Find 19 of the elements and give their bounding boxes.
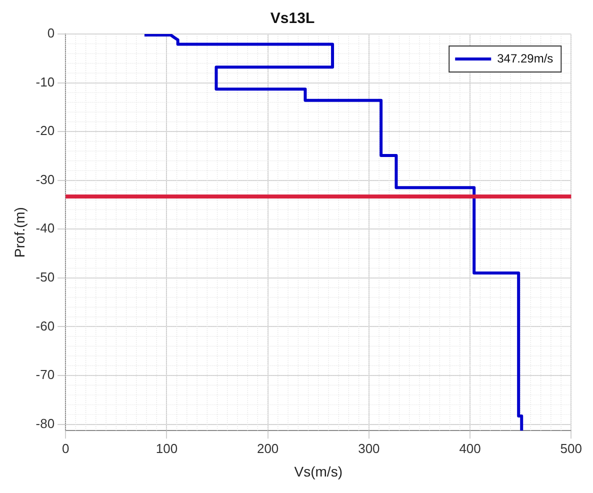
y-tick-label: -50: [36, 269, 55, 284]
chart-title: Vs13L: [270, 10, 315, 28]
x-tick-label: 400: [459, 440, 481, 456]
y-tick-label: -60: [36, 318, 55, 334]
y-tick-label: -40: [36, 220, 55, 236]
y-axis-title: Prof.(m): [11, 207, 28, 258]
y-tick-label: -70: [36, 367, 55, 382]
y-tick-label: -20: [36, 123, 55, 138]
y-tick-label: 0: [47, 26, 55, 41]
x-tick-label: 0: [62, 440, 70, 456]
legend-label: 347.29m/s: [497, 51, 554, 66]
y-tick-label: -10: [36, 74, 55, 90]
x-tick-label: 300: [358, 440, 380, 456]
x-tick-label: 100: [156, 440, 178, 456]
x-tick-label: 500: [560, 440, 582, 456]
y-tick-label: -80: [36, 416, 55, 431]
x-axis-title: Vs(m/s): [294, 463, 342, 480]
y-tick-label: -30: [36, 172, 55, 187]
x-tick-label: 200: [256, 440, 279, 456]
